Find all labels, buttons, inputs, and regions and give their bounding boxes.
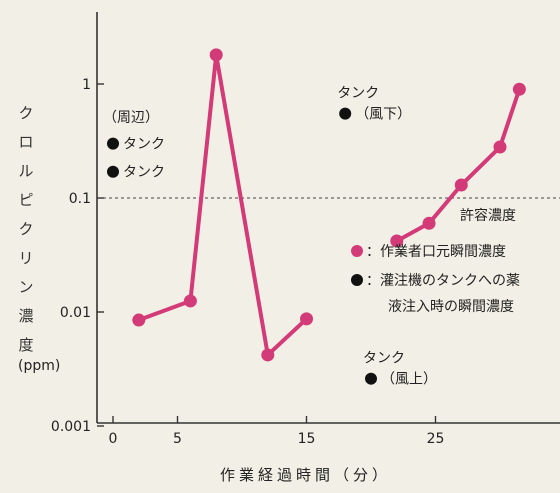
tank-point-label: タンク (123, 137, 165, 153)
series-point (132, 313, 146, 327)
y-tick-label: 1 (82, 77, 91, 93)
tank-point-label: タンク (123, 165, 165, 181)
y-axis-label-char: ン (18, 278, 33, 296)
reference-line-label: 許容濃度 (460, 207, 516, 224)
tank-point (365, 372, 377, 385)
y-axis-label-char: ク (18, 104, 33, 122)
x-tick-label: 15 (298, 431, 316, 447)
tank-point-sublabel: （風下） (355, 107, 411, 123)
y-tick-label: 0.01 (60, 305, 91, 321)
series-point (390, 234, 404, 248)
x-tick-label: 25 (427, 431, 445, 447)
legend-text: 液注入時の瞬間濃度 (388, 299, 514, 315)
series-point (422, 216, 436, 230)
x-axis-label: 作業経過時間（分） (220, 466, 391, 484)
y-axis-label-char: ロ (18, 133, 33, 151)
series-point (209, 48, 223, 62)
series-point (493, 140, 507, 154)
x-ticks: 0 5 15 25 (109, 416, 445, 447)
series-point (261, 348, 275, 362)
y-axis-label-char: リ (18, 249, 33, 267)
tank-point-label: タンク (363, 351, 405, 367)
y-axis-label-char: ル (18, 162, 33, 180)
y-axis-label-char: 濃 (18, 307, 33, 325)
y-axis-label-char: ク (18, 220, 33, 238)
y-axis-unit: (ppm) (18, 358, 60, 374)
x-tick-label: 5 (173, 431, 182, 447)
series-line (138, 52, 308, 357)
y-axis-label-char: ピ (18, 191, 33, 209)
legend-text: ：灌注機のタンクへの薬 (366, 273, 520, 289)
x-tick-label: 0 (109, 431, 118, 447)
tank-point (107, 137, 119, 150)
y-axis-label-char: 度 (18, 336, 33, 354)
series-point (183, 294, 197, 308)
tank-point (339, 107, 352, 120)
y-ticks: 0.001 0.01 0.1 1 (51, 77, 104, 435)
series-point (512, 82, 526, 96)
legend-text: ：作業者口元瞬間濃度 (366, 244, 506, 260)
tank-point-sublabel: （風上） (381, 372, 437, 388)
tank-point-label: タンク (337, 86, 379, 102)
surroundings-label: （周辺） (103, 110, 159, 126)
y-tick-label: 0.1 (69, 191, 91, 207)
series-points (132, 48, 526, 362)
series-point (300, 312, 313, 326)
series-point (454, 178, 468, 192)
legend-black-marker (351, 274, 363, 286)
legend-pink-marker (351, 245, 363, 257)
y-tick-label: 0.001 (51, 419, 91, 435)
tank-point (107, 165, 119, 178)
